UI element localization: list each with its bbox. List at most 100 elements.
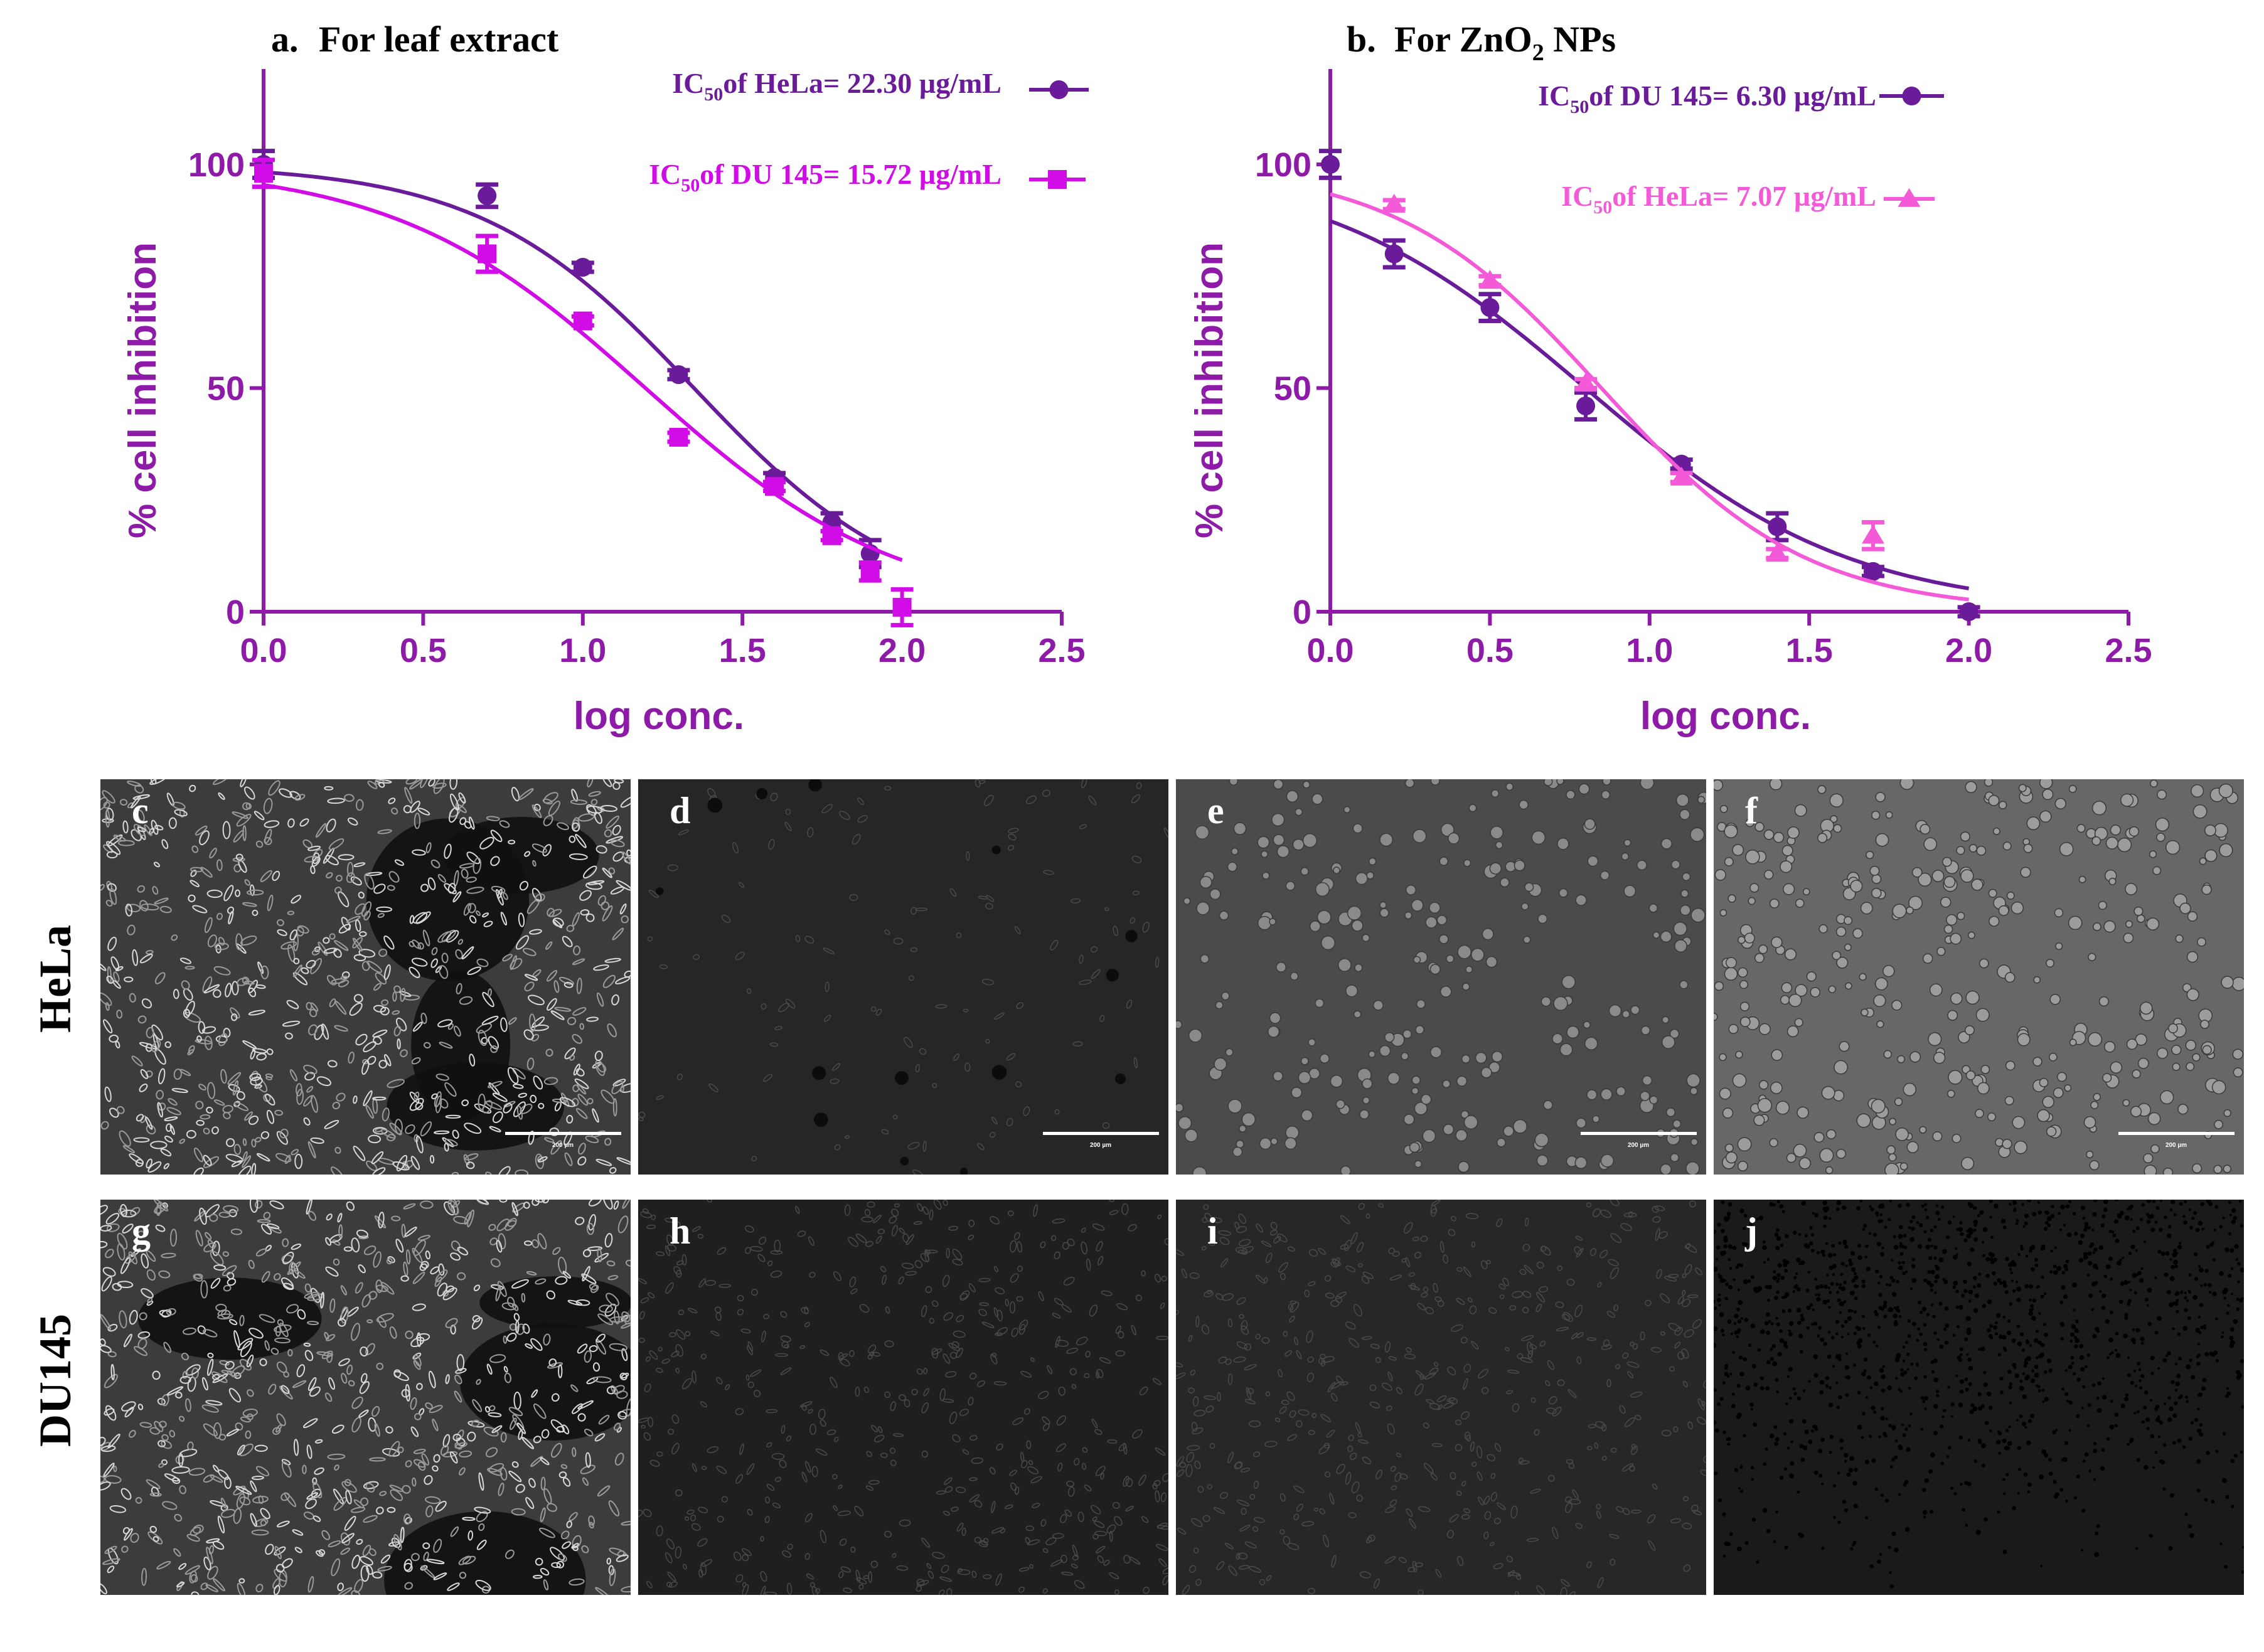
cell <box>1867 1333 1871 1337</box>
cell <box>1206 1289 1213 1294</box>
empty-region <box>460 1323 631 1441</box>
cell <box>1814 1277 1818 1281</box>
cell <box>1968 1365 1973 1371</box>
cell <box>2136 1410 2140 1414</box>
cell <box>358 1409 369 1418</box>
cell <box>1290 972 1299 981</box>
cell <box>2146 1427 2150 1431</box>
cell <box>644 1383 651 1393</box>
cell <box>1889 1117 1896 1126</box>
cell <box>469 1053 476 1067</box>
cell <box>296 1089 304 1105</box>
cell <box>735 1574 744 1583</box>
cell <box>1062 1242 1069 1250</box>
cell <box>2162 1358 2167 1363</box>
cell <box>251 1529 269 1536</box>
cell <box>2012 1200 2017 1205</box>
cell <box>282 1252 294 1265</box>
cell <box>466 851 481 865</box>
cell <box>526 1271 537 1276</box>
cell <box>1153 1479 1161 1486</box>
cell <box>476 1539 487 1550</box>
cell <box>490 856 500 866</box>
cell <box>2132 1341 2136 1345</box>
cell <box>1308 1249 1318 1257</box>
cell <box>2024 1377 2029 1381</box>
cell <box>1868 1232 1871 1235</box>
cell <box>363 1515 378 1523</box>
cell <box>612 824 621 836</box>
cell <box>1559 888 1568 898</box>
cell <box>1719 1277 1725 1283</box>
cell <box>1416 999 1426 1009</box>
cell <box>1064 1509 1072 1517</box>
cell <box>1135 1294 1143 1301</box>
cell <box>1867 1375 1871 1380</box>
cell <box>502 954 513 962</box>
cell <box>1800 1314 1804 1318</box>
cell <box>1724 1217 1729 1222</box>
cell <box>993 1266 999 1272</box>
cell <box>621 1322 631 1329</box>
cell <box>1898 1388 1901 1392</box>
cell <box>1722 1512 1726 1516</box>
y-tick-label: 100 <box>188 146 245 184</box>
cell <box>2164 1272 2169 1277</box>
cell <box>545 1048 553 1057</box>
cell <box>1682 872 1691 882</box>
cell <box>1777 1277 1780 1281</box>
cell <box>312 1515 321 1522</box>
cell <box>1934 1291 1937 1294</box>
cell <box>738 882 745 888</box>
cell <box>379 1491 387 1496</box>
cell <box>1844 916 1853 925</box>
cell <box>457 1246 469 1255</box>
cell <box>1647 1514 1656 1524</box>
cell <box>587 1097 594 1105</box>
cell <box>1204 1212 1213 1222</box>
cell <box>1753 1422 1758 1427</box>
cell <box>647 1292 655 1299</box>
cell <box>1716 1257 1719 1261</box>
cell <box>116 1106 125 1114</box>
cell <box>1809 1303 1813 1307</box>
cell <box>100 1338 106 1346</box>
cell <box>2016 1419 2019 1422</box>
cell <box>951 1506 959 1512</box>
cell <box>1765 1447 1768 1451</box>
cell <box>2071 1362 2074 1365</box>
cell <box>213 1578 225 1592</box>
cell <box>766 1442 772 1448</box>
cell <box>432 1418 439 1432</box>
cell <box>1274 1417 1281 1422</box>
cell <box>2040 1294 2044 1299</box>
cell <box>900 1156 909 1166</box>
cell <box>232 1080 238 1096</box>
cell <box>1797 1490 1800 1494</box>
cell <box>923 1388 929 1397</box>
cell <box>337 891 350 907</box>
cell <box>2101 1377 2105 1380</box>
x-tick-label: 0.0 <box>240 632 287 669</box>
cell <box>550 1547 565 1561</box>
cell <box>2037 1109 2050 1122</box>
cell <box>1592 1208 1601 1217</box>
cell <box>1129 917 1136 924</box>
cell <box>875 1235 882 1244</box>
cell <box>452 1433 461 1442</box>
cell <box>1829 1451 1832 1454</box>
cell <box>1866 851 1874 860</box>
cell <box>1873 1233 1877 1237</box>
cell <box>1728 1024 1739 1035</box>
cell <box>1649 1095 1658 1105</box>
cell <box>294 1547 302 1553</box>
cell <box>1300 1057 1309 1065</box>
cell <box>334 940 349 951</box>
cell <box>405 1249 411 1265</box>
cell <box>1387 1423 1395 1435</box>
cell <box>1943 876 1956 888</box>
cell <box>2241 1405 2244 1409</box>
cell <box>1010 1482 1017 1491</box>
cell <box>2212 1291 2217 1296</box>
cell <box>327 1060 338 1068</box>
